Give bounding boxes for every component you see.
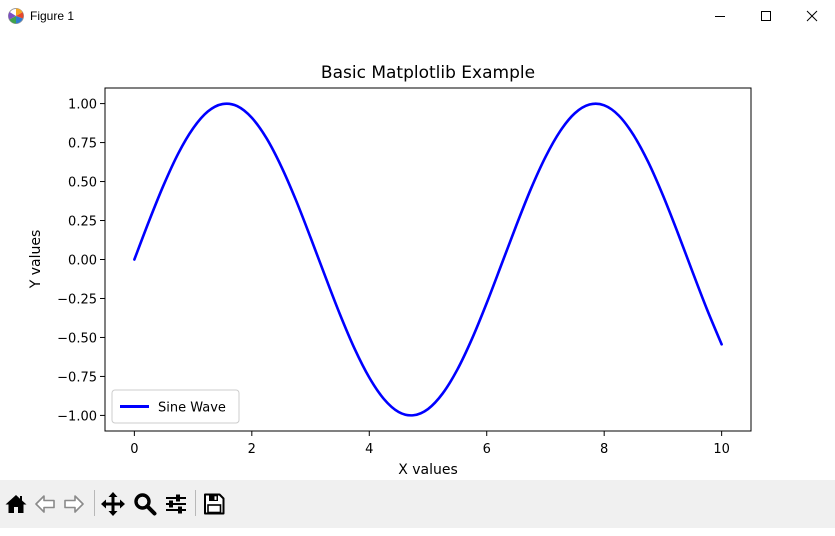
close-icon bbox=[806, 10, 818, 22]
y-tick-label: 0.25 bbox=[68, 215, 97, 230]
sliders-icon bbox=[166, 494, 186, 514]
y-tick-label: 0.50 bbox=[68, 176, 97, 191]
legend-label: Sine Wave bbox=[158, 401, 226, 416]
legend: Sine Wave bbox=[111, 389, 240, 424]
save-button[interactable] bbox=[201, 490, 227, 518]
legend-box bbox=[111, 389, 240, 424]
y-tick-label: −0.75 bbox=[57, 370, 97, 385]
x-tick-label: 2 bbox=[248, 442, 256, 457]
series-layer bbox=[133, 102, 723, 417]
y-axis: 1.00 0.75 0.50 0.25 0.00 −0.25 −0.50 −0.75 −1.00 bbox=[57, 98, 105, 424]
forward-arrow-icon bbox=[64, 495, 84, 513]
y-tick-label: 0.75 bbox=[68, 137, 97, 152]
zoom-button[interactable] bbox=[132, 490, 158, 518]
x-tick-label: 0 bbox=[130, 442, 138, 457]
move-icon bbox=[101, 492, 125, 516]
y-tick-label: 1.00 bbox=[68, 98, 97, 113]
window-title: Figure 1 bbox=[30, 9, 75, 23]
minimize-button[interactable] bbox=[697, 0, 743, 32]
matplotlib-icon bbox=[7, 7, 25, 25]
toolbar-separator bbox=[195, 490, 196, 516]
configure-subplots-button[interactable] bbox=[163, 490, 189, 518]
y-tick-label: −1.00 bbox=[57, 409, 97, 424]
back-button[interactable] bbox=[32, 490, 58, 518]
y-tick-label: −0.25 bbox=[57, 292, 97, 307]
plot[interactable]: Basic Matplotlib Example 1.00 0.75 0.50 0.2… bbox=[0, 32, 835, 480]
title-bar[interactable]: Figure 1 bbox=[0, 0, 835, 32]
back-arrow-icon bbox=[35, 495, 55, 513]
floppy-disk-icon bbox=[204, 493, 225, 515]
maximize-button[interactable] bbox=[743, 0, 789, 32]
x-tick-label: 8 bbox=[600, 442, 608, 457]
x-tick-label: 4 bbox=[365, 442, 373, 457]
window-bottom-edge bbox=[0, 528, 835, 536]
x-tick-label: 10 bbox=[713, 442, 730, 457]
forward-button[interactable] bbox=[61, 490, 87, 518]
x-axis: 0 2 4 6 8 10 bbox=[130, 431, 730, 457]
x-tick-label: 6 bbox=[483, 442, 491, 457]
figure-canvas[interactable]: Basic Matplotlib Example 1.00 0.75 0.50 0.2… bbox=[0, 32, 835, 480]
y-axis-label: Y values bbox=[28, 230, 44, 290]
maximize-icon bbox=[761, 11, 771, 21]
y-tick-label: −0.50 bbox=[57, 331, 97, 346]
magnifier-icon bbox=[134, 493, 157, 516]
toolbar-separator bbox=[94, 490, 95, 516]
y-tick-label: 0.00 bbox=[68, 254, 97, 269]
chart-title: Basic Matplotlib Example bbox=[321, 63, 535, 83]
axes-frame bbox=[104, 87, 752, 432]
home-icon bbox=[5, 495, 27, 513]
x-axis-label: X values bbox=[398, 462, 458, 478]
pan-button[interactable] bbox=[100, 490, 126, 518]
series-line-0 bbox=[133, 102, 723, 417]
close-button[interactable] bbox=[789, 0, 835, 32]
navigation-toolbar bbox=[0, 480, 835, 528]
minimize-icon bbox=[715, 16, 725, 17]
home-button[interactable] bbox=[3, 490, 29, 518]
